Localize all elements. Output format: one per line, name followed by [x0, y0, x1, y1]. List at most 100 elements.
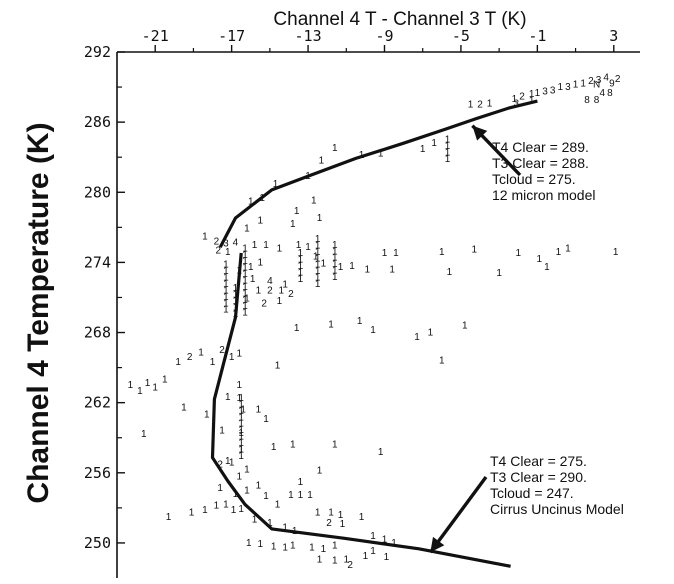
data-point: 3: [596, 75, 602, 86]
data-point: 1: [237, 393, 243, 404]
stacked-point: 1: [223, 305, 229, 316]
data-point: 1: [338, 510, 344, 521]
data-point: 1: [219, 426, 225, 437]
stacked-point: 1: [298, 274, 304, 285]
data-point: 1: [258, 539, 264, 550]
data-point: 1: [439, 356, 445, 367]
annotation-line: T3 Clear = 290.: [490, 469, 587, 485]
stacked-point: 1: [238, 419, 244, 430]
data-point: 1: [244, 464, 250, 475]
y-tick-label: 274: [84, 253, 111, 271]
data-point: 1: [229, 457, 235, 468]
stacked-point: 1: [242, 301, 248, 312]
data-point: 1: [420, 144, 426, 155]
annotation-line: Cirrus Uncinus Model: [490, 501, 624, 517]
stacked-point: 1: [445, 148, 451, 159]
stacked-point: 1: [238, 432, 244, 443]
data-point: 1: [468, 100, 474, 111]
data-point: 1: [152, 382, 158, 393]
data-point: 8: [607, 88, 613, 99]
data-point: 2: [187, 352, 193, 363]
data-point: 1: [332, 540, 338, 551]
data-point: 1: [321, 259, 327, 270]
annotation-line: T4 Clear = 289.: [492, 139, 589, 155]
data-point: 1: [496, 268, 502, 279]
stacked-point: 1: [238, 412, 244, 423]
data-point: 1: [309, 543, 315, 554]
data-point: 1: [288, 490, 294, 501]
data-point: 1: [202, 232, 208, 243]
x-ticks: -21 -17 -13 -9 -5 -1 3: [142, 27, 618, 52]
data-point: 1: [536, 254, 542, 265]
data-point: 4: [600, 88, 606, 99]
data-point: 2: [519, 91, 525, 102]
data-point: 1: [256, 405, 262, 416]
data-point: 1: [573, 80, 579, 91]
data-point: 1: [472, 245, 478, 256]
axes: [116, 51, 640, 578]
data-point: 1: [305, 242, 311, 253]
data-point: 2: [215, 246, 221, 257]
data-point: 1: [210, 357, 216, 368]
stacked-point: 1: [238, 393, 244, 404]
stacked-point: 1: [223, 292, 229, 303]
data-point: 1: [263, 491, 269, 502]
annotation-arrowhead: [472, 125, 488, 141]
data-point: 4: [603, 73, 609, 84]
stacked-point: 1: [332, 246, 338, 257]
data-point: 2: [261, 298, 267, 309]
data-point: 1: [307, 490, 313, 501]
data-point: 1: [181, 402, 187, 413]
data-point: 1: [370, 546, 376, 557]
data-point: 1: [391, 538, 397, 549]
stacked-point: 1: [315, 240, 321, 251]
data-point: 1: [225, 456, 231, 467]
stacked-point: 1: [242, 250, 248, 261]
stacked-point: 1: [332, 266, 338, 277]
data-point: 2: [288, 289, 294, 300]
stacked-point: 1: [315, 253, 321, 264]
data-point: 2: [214, 236, 220, 247]
data-point: 1: [290, 540, 296, 551]
data-point: 1: [332, 555, 338, 566]
data-point: 1: [515, 248, 521, 259]
annotation-arrow: [428, 475, 488, 554]
stacked-point: 1: [223, 298, 229, 309]
data-point: 8: [594, 95, 600, 106]
data-point: 3: [223, 239, 229, 250]
data-point: 1: [263, 414, 269, 425]
x-tick-label: 3: [609, 27, 618, 45]
data-point: N: [593, 80, 600, 91]
stacked-point: 1: [223, 260, 229, 271]
stacked-point: 1: [298, 261, 304, 272]
stacked-point: 1: [238, 406, 244, 417]
data-point: 1: [332, 143, 338, 154]
stacked-point: 1: [315, 266, 321, 277]
annotation-line: T3 Clear = 288.: [492, 155, 589, 171]
stacked-point: 1: [315, 234, 321, 245]
x-tick-label: -13: [295, 27, 322, 45]
annotation-arrowhead: [430, 536, 445, 553]
data-point: 1: [558, 82, 564, 93]
y-tick-label: 280: [84, 183, 111, 201]
data-point: 1: [237, 380, 243, 391]
annotation-line: 12 micron model: [492, 187, 596, 203]
data-point: 1: [137, 386, 143, 397]
data-point: 1: [317, 213, 323, 224]
y-tick-label: 268: [84, 324, 111, 342]
data-point: 1: [613, 247, 619, 258]
data-point: 1: [338, 262, 344, 273]
data-point: 3: [550, 86, 556, 97]
stacked-point: 1: [242, 243, 248, 254]
x-tick-label: -1: [528, 27, 546, 45]
data-point: 1: [298, 477, 304, 488]
data-point: 8: [584, 95, 590, 106]
data-point: 1: [252, 240, 258, 251]
data-point: 1: [378, 149, 384, 160]
data-point: 1: [382, 534, 388, 545]
data-point: 1: [290, 219, 296, 230]
data-point: 1: [393, 248, 399, 259]
stacked-point: 1: [332, 272, 338, 283]
stacked-point: 1: [242, 282, 248, 293]
data-point: 1: [244, 294, 250, 305]
